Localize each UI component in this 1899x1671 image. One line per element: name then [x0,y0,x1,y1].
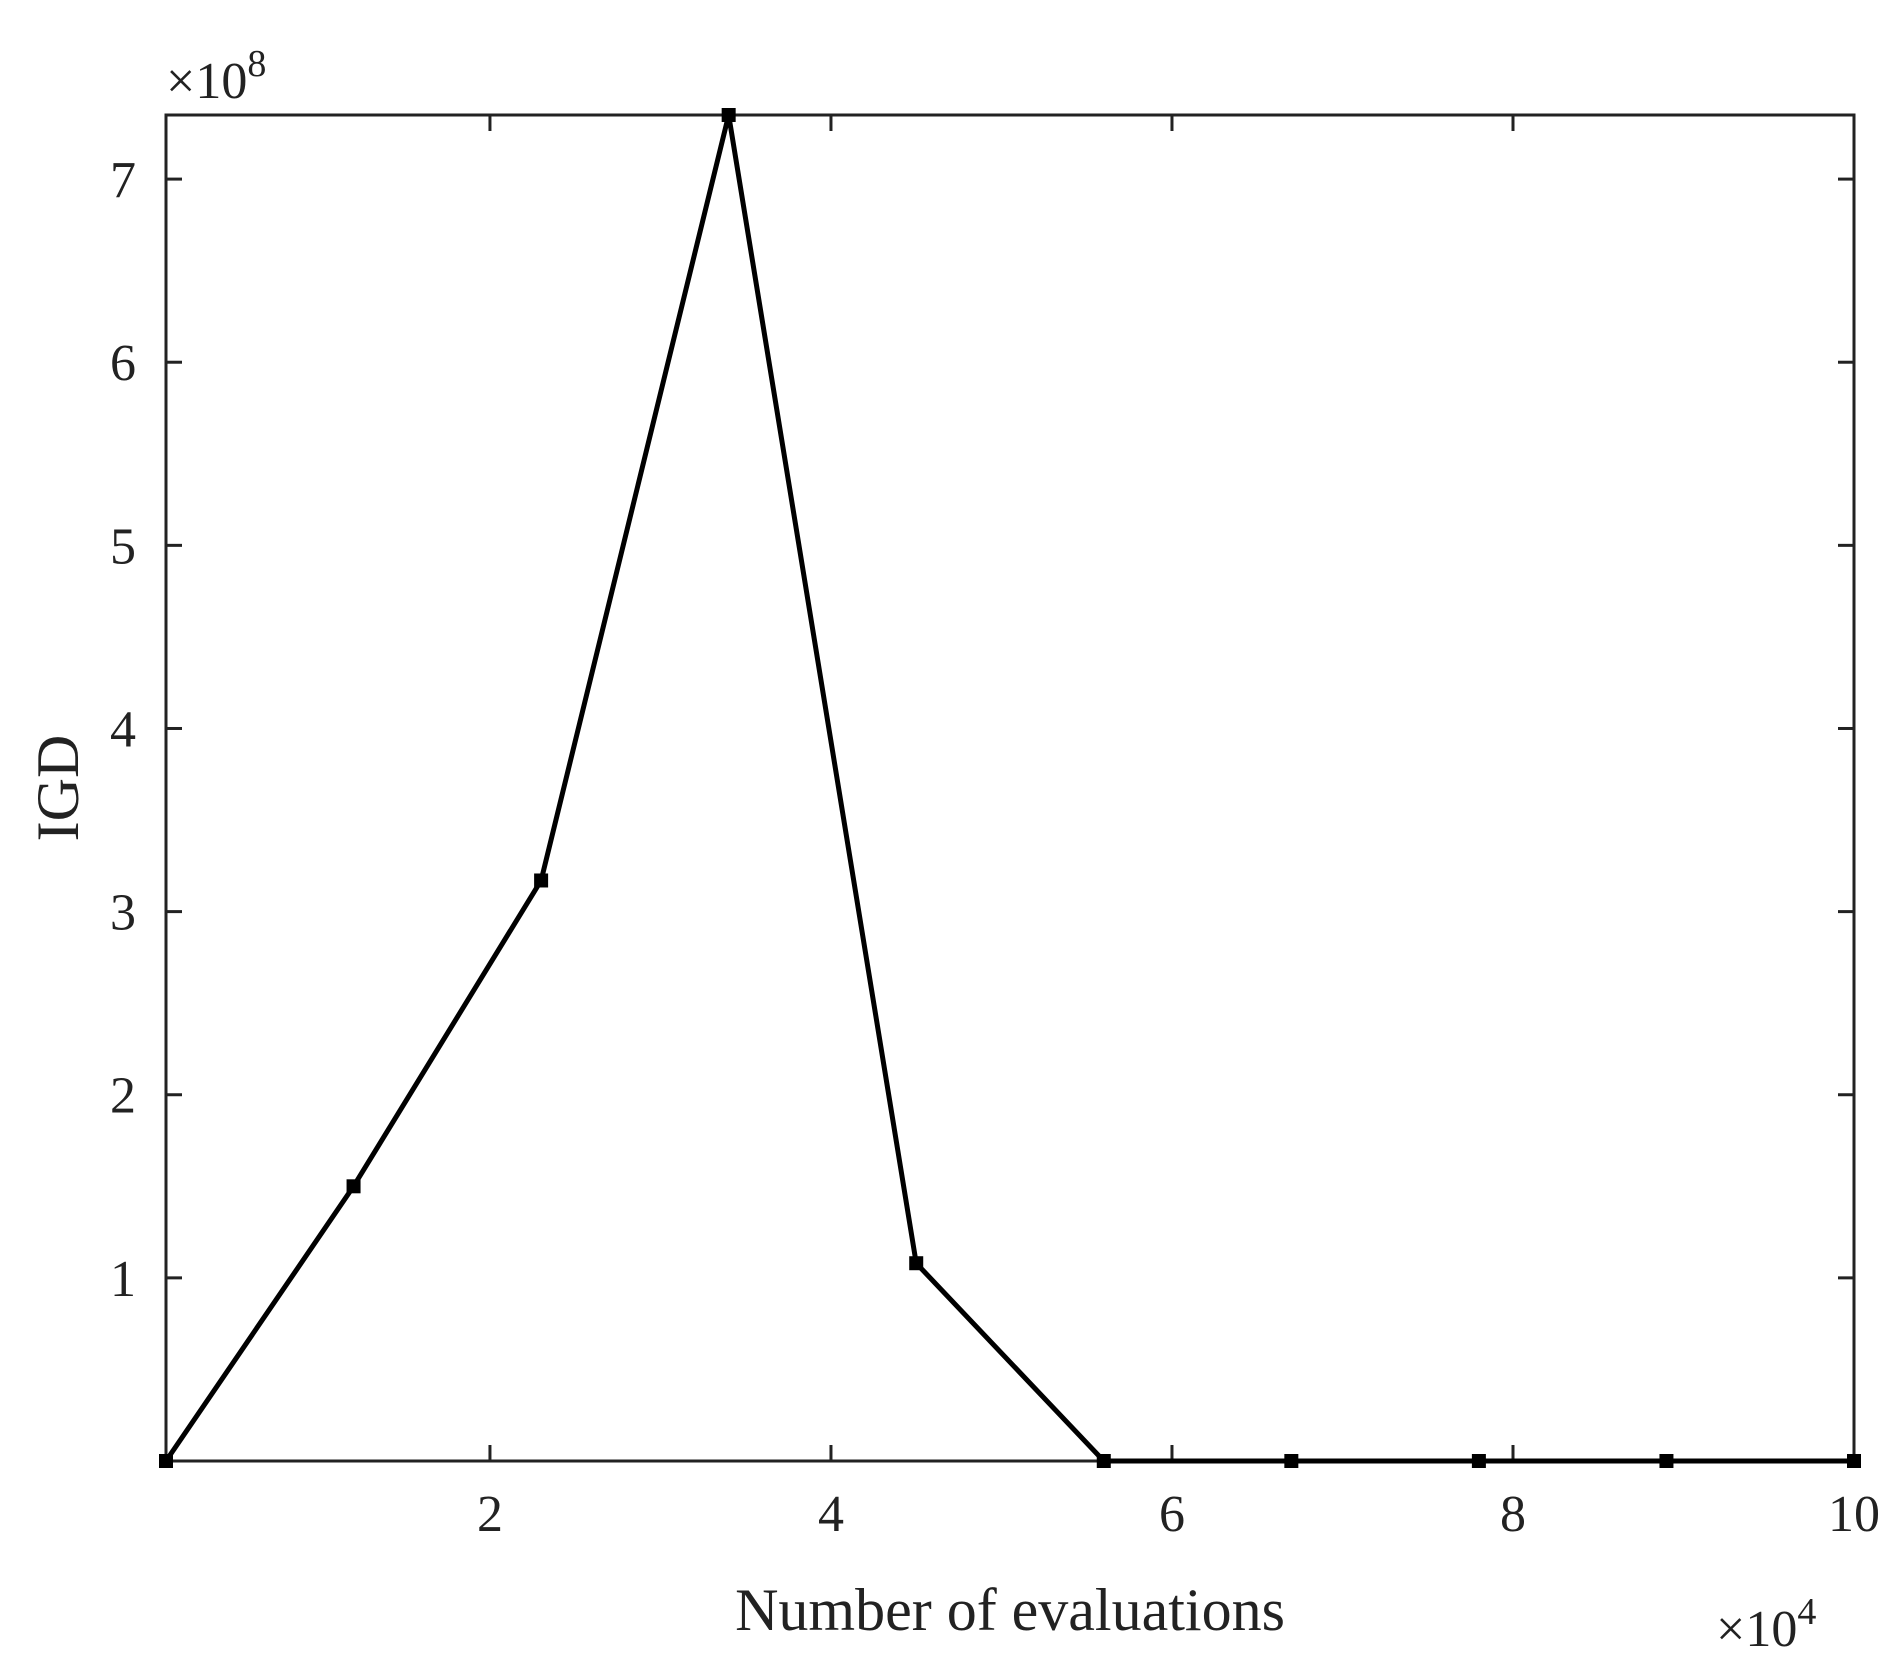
data-point [909,1256,924,1271]
y-tick-label: 4 [110,701,136,758]
data-point [159,1454,173,1468]
x-exponent-power: 4 [1797,1591,1816,1633]
data-point [1284,1454,1299,1468]
data-point [721,108,736,122]
y-tick-label: 7 [110,152,136,209]
data-point [1471,1454,1486,1468]
plot-area [164,113,1856,1463]
y-tick-label: 6 [110,335,136,392]
data-point [534,873,549,888]
x-tick-label: 10 [1828,1486,1880,1543]
x-exponent-label: ×104 [1716,1591,1816,1658]
x-tick-label: 2 [477,1486,503,1543]
y-tick-label: 5 [110,518,136,575]
series-group [159,108,1861,1468]
x-tick-label: 6 [1159,1486,1185,1543]
data-point [1096,1454,1111,1468]
x-tick-label: 4 [818,1486,844,1543]
x-axis-label: Number of evaluations [735,1577,1285,1643]
y-axis-label: IGD [25,735,91,842]
y-tick-label: 1 [110,1251,136,1308]
y-tick-label: 2 [110,1068,136,1125]
y-tick-label: 3 [110,885,136,942]
y-exponent-label: ×108 [166,43,266,110]
x-tick-label: 8 [1500,1486,1526,1543]
x-exponent-base: ×10 [1716,1601,1797,1658]
series-line [163,114,1854,1464]
y-exponent-base: ×10 [166,53,247,110]
data-point [1847,1454,1861,1468]
data-point [346,1179,361,1194]
data-point [1659,1454,1674,1468]
y-exponent-power: 8 [247,43,266,85]
